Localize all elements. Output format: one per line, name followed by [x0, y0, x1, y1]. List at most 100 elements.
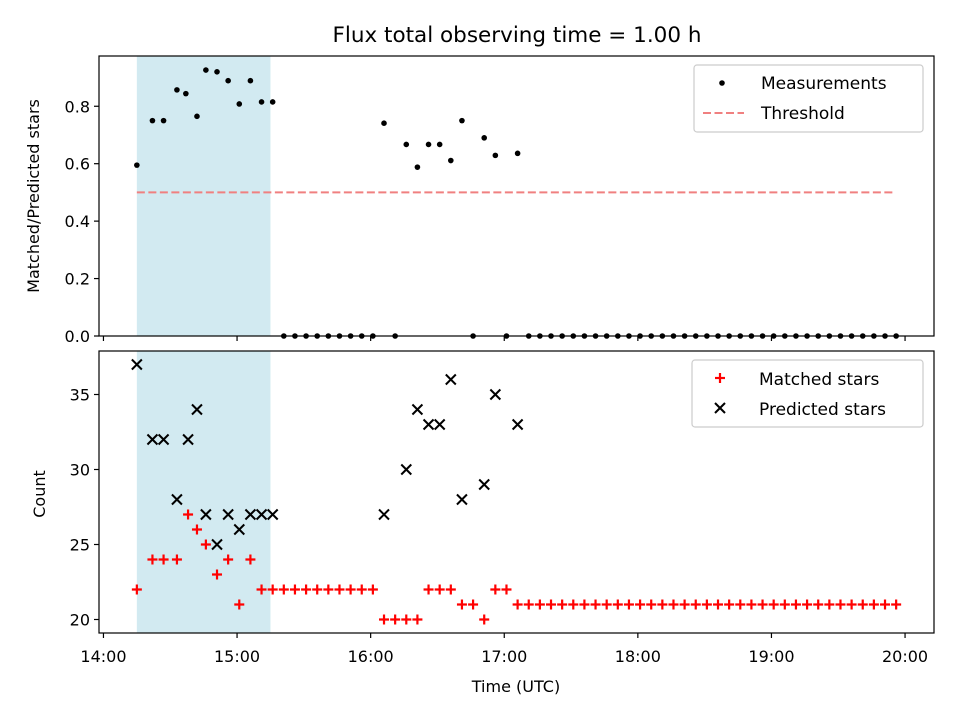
bottom-y-axis-label: Count	[30, 470, 49, 518]
bottom-x-ticks: 14:00 15:00 16:00 17:00 18:00 19:00 20:00	[80, 633, 928, 666]
matched-point	[790, 599, 801, 610]
matched-point	[191, 524, 202, 535]
matched-point	[746, 599, 757, 610]
measurement-point	[174, 87, 180, 93]
bottom-x-tick-label: 17:00	[481, 647, 527, 666]
legend-measurements-label: Measurements	[761, 74, 887, 94]
measurement-point	[403, 141, 410, 148]
measurement-point	[448, 157, 454, 164]
bottom-panel: 20 25 30 35 14:00 15:00 16:00 17:00 18:00 19:00 2…	[30, 350, 935, 696]
top-y-tick-label: 0.2	[65, 270, 90, 289]
matched-point	[534, 599, 545, 610]
predicted-point	[266, 508, 279, 521]
matched-point	[234, 599, 245, 610]
matched-point	[512, 599, 523, 610]
bottom-x-tick-label: 15:00	[214, 647, 260, 666]
bottom-x-tick-label: 19:00	[748, 647, 794, 666]
matched-point	[557, 599, 568, 610]
matched-point	[646, 599, 657, 610]
chart-title: Flux total observing time = 1.00 h	[333, 23, 702, 48]
top-y-tick-label: 0.0	[65, 327, 90, 346]
predicted-point	[445, 373, 457, 386]
matched-point	[256, 584, 267, 595]
matched-point	[768, 599, 779, 610]
top-axes-frame	[98, 55, 935, 337]
matched-point	[668, 599, 679, 610]
matched-point	[323, 584, 334, 595]
matched-point	[635, 599, 646, 610]
matched-point	[223, 554, 234, 565]
bottom-y-tick-label: 30	[70, 461, 90, 480]
matched-point	[390, 614, 401, 625]
measurement-point	[414, 164, 421, 170]
matched-point	[735, 599, 746, 610]
measurement-point	[492, 152, 499, 159]
matched-point	[334, 584, 345, 595]
measurement-point	[459, 117, 465, 124]
matched-point	[312, 584, 323, 595]
predicted-point	[478, 478, 490, 491]
predicted-points	[131, 358, 524, 551]
bottom-y-tick-label: 25	[70, 536, 90, 555]
matched-point	[245, 554, 256, 565]
matched-point	[846, 599, 857, 610]
measurement-point	[225, 77, 231, 84]
matched-point	[131, 584, 142, 595]
measurement-point	[149, 117, 156, 124]
matched-point	[724, 599, 735, 610]
matched-point	[379, 614, 390, 625]
bottom-x-tick-label: 20:00	[882, 647, 928, 666]
matched-point	[423, 584, 434, 595]
legend-threshold-label: Threshold	[760, 104, 845, 124]
matched-point	[802, 599, 813, 610]
measurement-point	[214, 68, 220, 75]
matched-point	[824, 599, 835, 610]
matched-point	[579, 599, 590, 610]
matched-point	[601, 599, 612, 610]
top-legend-frame	[693, 64, 924, 133]
measurement-point	[436, 141, 443, 148]
matched-point	[590, 599, 601, 610]
matched-point	[868, 599, 879, 610]
matched-point	[289, 584, 300, 595]
top-legend: Measurements Threshold	[693, 64, 924, 133]
matched-point	[813, 599, 824, 610]
bottom-x-tick-label: 14:00	[80, 647, 126, 666]
legend-predicted-marker	[714, 402, 726, 414]
matched-point	[183, 509, 194, 520]
matched-point	[278, 584, 289, 595]
matched-point	[367, 584, 378, 595]
measurement-point	[425, 141, 432, 148]
top-y-tick-label: 0.8	[65, 97, 90, 116]
bottom-legend: Matched stars Predicted stars	[691, 359, 924, 428]
predicted-point	[157, 433, 170, 446]
matched-point	[412, 614, 423, 625]
measurement-point	[481, 135, 488, 141]
matched-point	[456, 599, 467, 610]
top-y-ticks: 0.0 0.2 0.4 0.6 0.8	[65, 97, 99, 346]
matched-point	[835, 599, 846, 610]
top-y-axis-label: Matched/Predicted stars	[24, 99, 43, 293]
matched-point	[434, 584, 445, 595]
bottom-legend-frame	[691, 359, 924, 428]
predicted-point	[400, 463, 412, 476]
bottom-axes-frame	[98, 350, 935, 634]
measurement-point	[183, 90, 189, 97]
matched-point	[301, 584, 312, 595]
measurement-point	[160, 117, 167, 124]
predicted-point	[511, 418, 524, 431]
legend-matched-label: Matched stars	[759, 370, 879, 390]
matched-point	[779, 599, 790, 610]
top-x-ticks	[102, 336, 906, 341]
matched-point	[523, 599, 534, 610]
bottom-y-tick-label: 20	[70, 611, 90, 630]
predicted-point	[191, 403, 203, 416]
matched-point	[445, 584, 456, 595]
measurement-point	[381, 120, 387, 126]
matched-point	[623, 599, 634, 610]
bottom-x-tick-label: 16:00	[348, 647, 394, 666]
predicted-point	[255, 508, 268, 521]
legend-predicted-label: Predicted stars	[759, 400, 886, 420]
predicted-point	[222, 508, 234, 521]
